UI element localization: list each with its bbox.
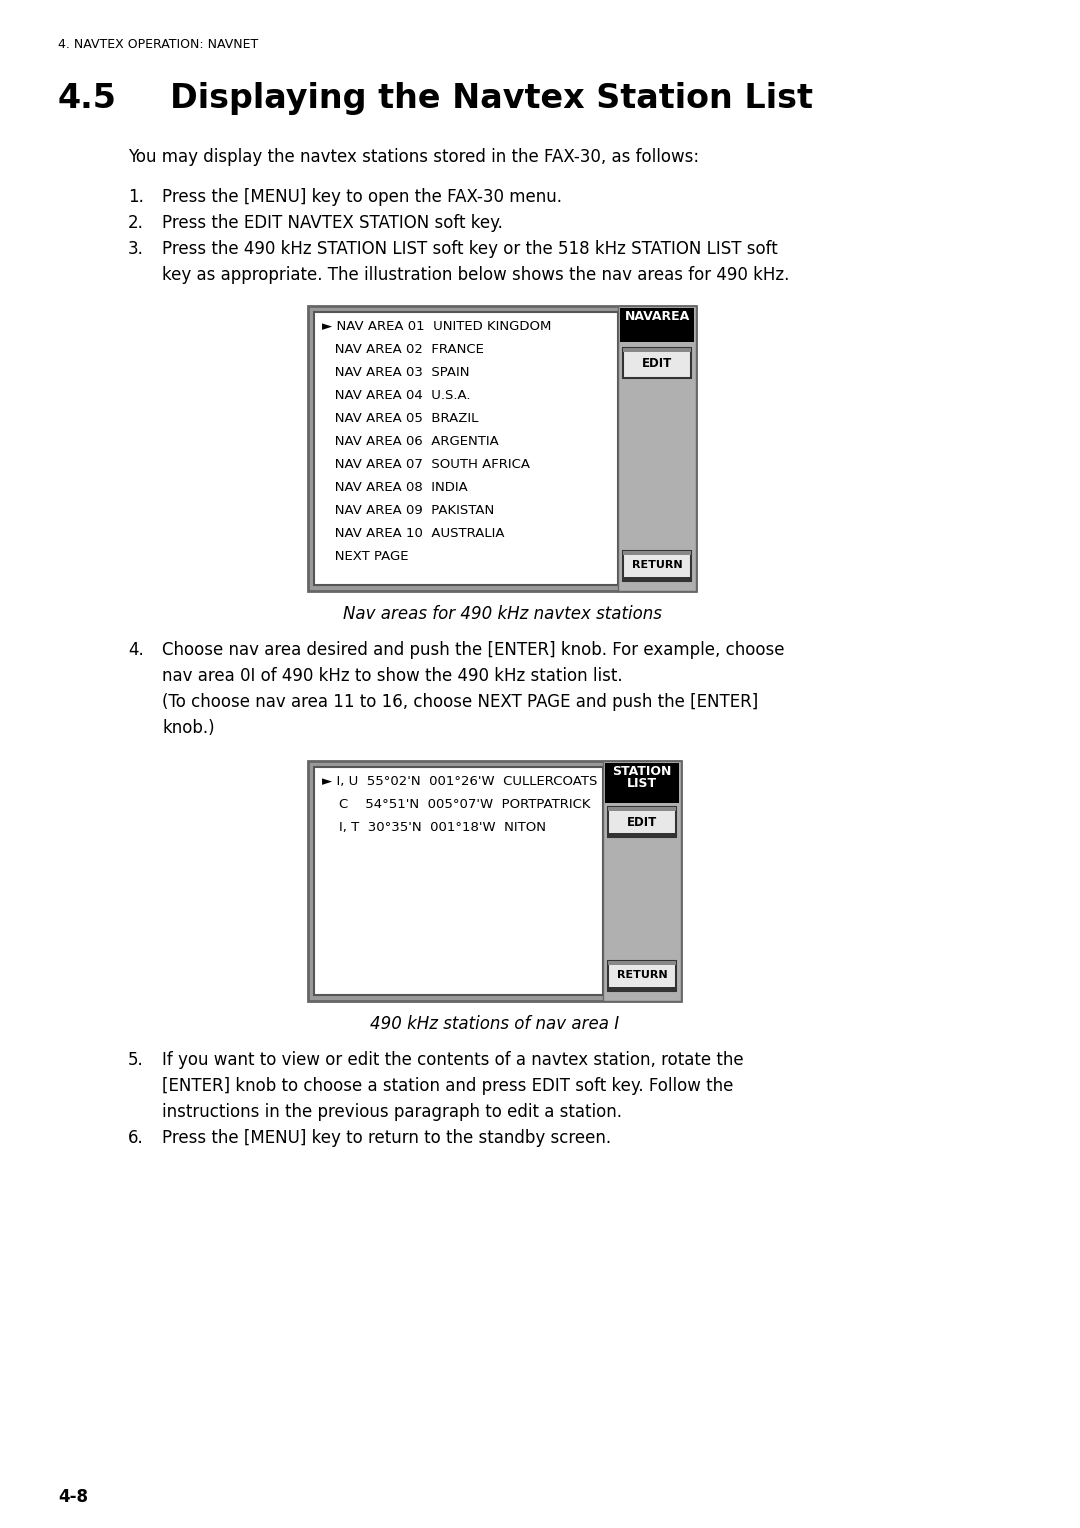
Text: Displaying the Navtex Station List: Displaying the Navtex Station List [170, 83, 813, 115]
Text: NAV AREA 02  FRANCE: NAV AREA 02 FRANCE [322, 342, 484, 356]
Text: RETURN: RETURN [617, 970, 667, 979]
Text: 4.5: 4.5 [58, 83, 117, 115]
Text: EDIT: EDIT [642, 358, 672, 370]
Text: If you want to view or edit the contents of a navtex station, rotate the: If you want to view or edit the contents… [162, 1051, 744, 1070]
Bar [608, 807, 676, 811]
Bar [308, 761, 681, 1001]
Text: ► NAV AREA 01  UNITED KINGDOM: ► NAV AREA 01 UNITED KINGDOM [322, 319, 552, 333]
Bar [623, 348, 691, 377]
Text: 4. NAVTEX OPERATION: NAVNET: 4. NAVTEX OPERATION: NAVNET [58, 38, 258, 50]
Text: C    54°51'N  005°07'W  PORTPATRICK: C 54°51'N 005°07'W PORTPATRICK [322, 798, 591, 811]
Text: 4-8: 4-8 [58, 1488, 87, 1507]
Bar [623, 578, 691, 581]
Text: I, T  30°35'N  001°18'W  NITON: I, T 30°35'N 001°18'W NITON [322, 821, 546, 834]
Text: nav area 0I of 490 kHz to show the 490 kHz station list.: nav area 0I of 490 kHz to show the 490 k… [162, 668, 623, 685]
Bar [608, 987, 676, 992]
Text: NAV AREA 07  SOUTH AFRICA: NAV AREA 07 SOUTH AFRICA [322, 458, 530, 471]
Text: 4.: 4. [129, 642, 144, 659]
Text: NAVAREA: NAVAREA [624, 310, 690, 322]
Bar [314, 767, 603, 995]
Text: 1.: 1. [129, 188, 144, 206]
Text: Press the [MENU] key to open the FAX-30 menu.: Press the [MENU] key to open the FAX-30 … [162, 188, 562, 206]
Text: ► I, U  55°02'N  001°26'W  CULLERCOATS: ► I, U 55°02'N 001°26'W CULLERCOATS [322, 775, 597, 788]
Text: 6.: 6. [129, 1129, 144, 1148]
Bar [623, 552, 691, 581]
Bar [605, 762, 679, 804]
Bar [314, 312, 618, 585]
Text: key as appropriate. The illustration below shows the nav areas for 490 kHz.: key as appropriate. The illustration bel… [162, 266, 789, 284]
Text: 2.: 2. [129, 214, 144, 232]
Text: (To choose nav area 11 to 16, choose NEXT PAGE and push the [ENTER]: (To choose nav area 11 to 16, choose NEX… [162, 694, 758, 711]
Text: NAV AREA 09  PAKISTAN: NAV AREA 09 PAKISTAN [322, 504, 495, 516]
Text: You may display the navtex stations stored in the FAX-30, as follows:: You may display the navtex stations stor… [129, 148, 699, 167]
Bar [623, 552, 691, 555]
Text: Press the 490 kHz STATION LIST soft key or the 518 kHz STATION LIST soft: Press the 490 kHz STATION LIST soft key … [162, 240, 778, 258]
Text: NAV AREA 04  U.S.A.: NAV AREA 04 U.S.A. [322, 390, 471, 402]
Text: Press the [MENU] key to return to the standby screen.: Press the [MENU] key to return to the st… [162, 1129, 611, 1148]
Bar [608, 833, 676, 837]
Bar [608, 807, 676, 837]
Text: 5.: 5. [129, 1051, 144, 1070]
Text: NAV AREA 05  BRAZIL: NAV AREA 05 BRAZIL [322, 413, 478, 425]
Text: 490 kHz stations of nav area I: 490 kHz stations of nav area I [370, 1015, 619, 1033]
Text: NAV AREA 06  ARGENTIA: NAV AREA 06 ARGENTIA [322, 435, 499, 448]
Text: NAV AREA 10  AUSTRALIA: NAV AREA 10 AUSTRALIA [322, 527, 504, 539]
Text: EDIT: EDIT [626, 816, 657, 830]
Text: 3.: 3. [129, 240, 144, 258]
Text: STATION: STATION [612, 766, 672, 778]
Text: NEXT PAGE: NEXT PAGE [322, 550, 408, 562]
Text: Press the EDIT NAVTEX STATION soft key.: Press the EDIT NAVTEX STATION soft key. [162, 214, 503, 232]
Bar [608, 961, 676, 966]
Bar [603, 761, 681, 1001]
Text: knob.): knob.) [162, 720, 215, 736]
Text: instructions in the previous paragraph to edit a station.: instructions in the previous paragraph t… [162, 1103, 622, 1122]
Text: NAV AREA 08  INDIA: NAV AREA 08 INDIA [322, 481, 468, 494]
Bar [308, 306, 696, 591]
Text: RETURN: RETURN [632, 559, 683, 570]
Text: LIST: LIST [626, 778, 657, 790]
Text: NAV AREA 03  SPAIN: NAV AREA 03 SPAIN [322, 367, 470, 379]
Text: Choose nav area desired and push the [ENTER] knob. For example, choose: Choose nav area desired and push the [EN… [162, 642, 784, 659]
Text: Nav areas for 490 kHz navtex stations: Nav areas for 490 kHz navtex stations [342, 605, 661, 623]
Bar [620, 309, 694, 342]
Text: [ENTER] knob to choose a station and press EDIT soft key. Follow the: [ENTER] knob to choose a station and pre… [162, 1077, 733, 1096]
Bar [608, 961, 676, 992]
Bar [623, 348, 691, 351]
Bar [618, 306, 696, 591]
